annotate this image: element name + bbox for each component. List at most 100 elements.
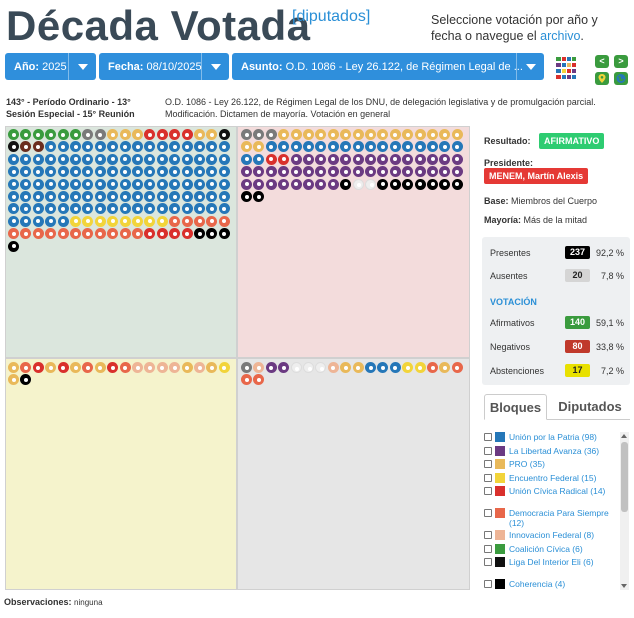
absent-seat[interactable] — [278, 362, 290, 373]
affirmative-seat[interactable] — [94, 215, 106, 227]
negative-seat[interactable] — [327, 153, 339, 165]
negative-seat[interactable] — [327, 141, 339, 153]
negative-seat[interactable] — [414, 141, 426, 153]
negative-seat[interactable] — [315, 178, 327, 190]
affirmative-seat[interactable] — [94, 228, 106, 240]
negative-seat[interactable] — [377, 153, 389, 165]
archive-link[interactable]: archivo — [540, 29, 581, 43]
affirmative-seat[interactable] — [181, 153, 193, 165]
affirmative-seat[interactable] — [194, 228, 205, 240]
absent-seat[interactable] — [265, 362, 277, 373]
negative-seat[interactable] — [290, 153, 302, 165]
negative-seat[interactable] — [365, 153, 376, 165]
absent-seat[interactable] — [290, 362, 302, 373]
affirmative-seat[interactable] — [194, 203, 205, 215]
negative-seat[interactable] — [315, 166, 327, 178]
affirmative-seat[interactable] — [8, 191, 19, 202]
negative-seat[interactable] — [352, 166, 364, 178]
affirmative-seat[interactable] — [45, 191, 57, 202]
affirmative-seat[interactable] — [156, 178, 168, 190]
affirmative-seat[interactable] — [156, 215, 168, 227]
affirmative-seat[interactable] — [107, 153, 119, 165]
affirmative-seat[interactable] — [156, 166, 168, 178]
negative-seat[interactable] — [377, 178, 389, 190]
affirmative-seat[interactable] — [206, 191, 218, 202]
affirmative-seat[interactable] — [218, 228, 230, 240]
affirmative-seat[interactable] — [57, 191, 69, 202]
abstention-seat[interactable] — [45, 362, 57, 373]
absent-seat[interactable] — [377, 362, 389, 373]
block-checkbox[interactable] — [484, 531, 492, 539]
negative-seat[interactable] — [278, 166, 290, 178]
negative-seat[interactable] — [439, 141, 451, 153]
affirmative-seat[interactable] — [107, 203, 119, 215]
negative-seat[interactable] — [290, 178, 302, 190]
negative-seat[interactable] — [352, 178, 364, 190]
affirmative-seat[interactable] — [20, 141, 32, 153]
affirmative-seat[interactable] — [181, 228, 193, 240]
negative-seat[interactable] — [377, 129, 389, 140]
globe-icon[interactable] — [614, 72, 628, 85]
affirmative-seat[interactable] — [107, 166, 119, 178]
affirmative-seat[interactable] — [8, 153, 19, 165]
affirmative-seat[interactable] — [206, 203, 218, 215]
affirmative-seat[interactable] — [218, 129, 230, 140]
negative-seat[interactable] — [278, 178, 290, 190]
affirmative-seat[interactable] — [206, 178, 218, 190]
affirmative-seat[interactable] — [57, 178, 69, 190]
negative-seat[interactable] — [427, 141, 438, 153]
affirmative-seat[interactable] — [57, 129, 69, 140]
absent-seat[interactable] — [327, 362, 339, 373]
negative-seat[interactable] — [451, 129, 463, 140]
seat-chart-icon[interactable] — [555, 55, 577, 81]
affirmative-seat[interactable] — [119, 203, 131, 215]
affirmative-seat[interactable] — [169, 191, 181, 202]
abstention-seat[interactable] — [107, 362, 119, 373]
negative-seat[interactable] — [253, 166, 265, 178]
block-checkbox[interactable] — [484, 487, 492, 495]
affirmative-seat[interactable] — [194, 153, 205, 165]
abstention-seat[interactable] — [32, 362, 44, 373]
affirmative-seat[interactable] — [119, 129, 131, 140]
affirmative-seat[interactable] — [32, 141, 44, 153]
negative-seat[interactable] — [303, 129, 314, 140]
negative-seat[interactable] — [352, 153, 364, 165]
affirmative-seat[interactable] — [32, 215, 44, 227]
negative-seat[interactable] — [265, 141, 277, 153]
affirmative-seat[interactable] — [107, 191, 119, 202]
affirmative-seat[interactable] — [119, 141, 131, 153]
affirmative-seat[interactable] — [132, 178, 143, 190]
abstention-seat[interactable] — [8, 374, 19, 386]
date-select[interactable]: Fecha: 08/10/2025 — [99, 53, 229, 80]
negative-seat[interactable] — [241, 129, 252, 140]
affirmative-seat[interactable] — [132, 191, 143, 202]
negative-seat[interactable] — [377, 141, 389, 153]
negative-seat[interactable] — [340, 178, 352, 190]
block-checkbox[interactable] — [484, 558, 492, 566]
affirmative-seat[interactable] — [156, 191, 168, 202]
negative-seat[interactable] — [327, 178, 339, 190]
negative-seat[interactable] — [352, 129, 364, 140]
negative-seat[interactable] — [303, 141, 314, 153]
absent-seat[interactable] — [389, 362, 401, 373]
affirmative-seat[interactable] — [206, 129, 218, 140]
negative-seat[interactable] — [265, 166, 277, 178]
affirmative-seat[interactable] — [20, 203, 32, 215]
affirmative-seat[interactable] — [218, 191, 230, 202]
affirmative-seat[interactable] — [57, 166, 69, 178]
affirmative-seat[interactable] — [132, 228, 143, 240]
affirmative-seat[interactable] — [181, 215, 193, 227]
negative-seat[interactable] — [253, 178, 265, 190]
affirmative-seat[interactable] — [156, 141, 168, 153]
absent-seat[interactable] — [402, 362, 414, 373]
affirmative-seat[interactable] — [181, 141, 193, 153]
negative-seat[interactable] — [241, 191, 252, 202]
negative-seat[interactable] — [265, 178, 277, 190]
affirmative-seat[interactable] — [107, 228, 119, 240]
affirmative-seat[interactable] — [107, 129, 119, 140]
abstention-seat[interactable] — [206, 362, 218, 373]
affirmative-seat[interactable] — [70, 166, 81, 178]
affirmative-seat[interactable] — [45, 228, 57, 240]
affirmative-seat[interactable] — [8, 215, 19, 227]
affirmative-seat[interactable] — [119, 178, 131, 190]
